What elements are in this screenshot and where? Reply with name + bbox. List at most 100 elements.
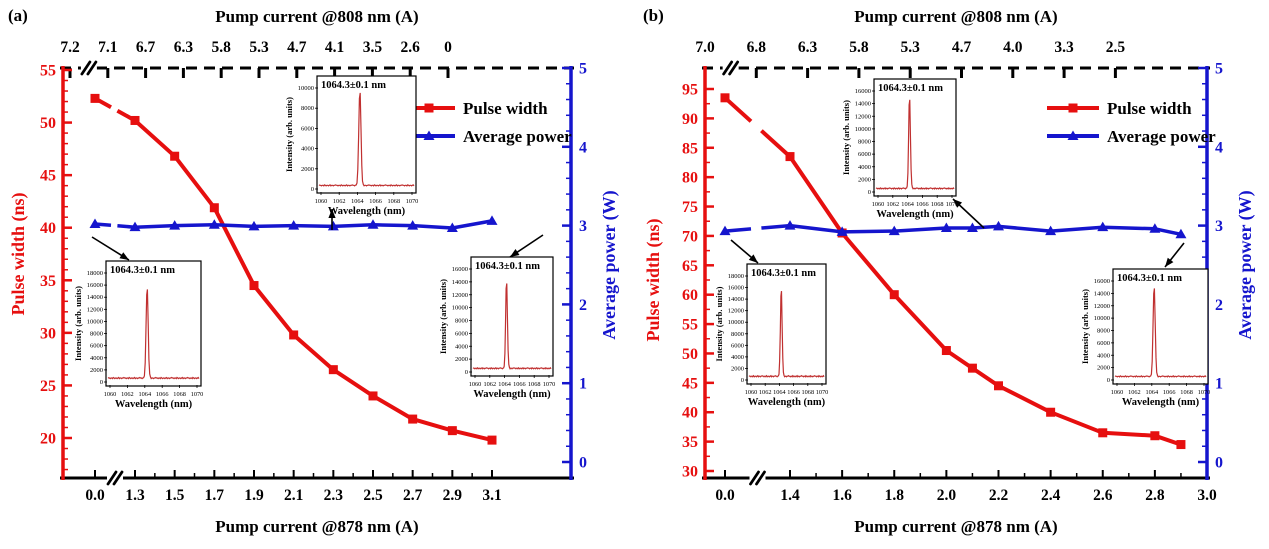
inset-x-axis-title: Wavelength (nm) [876, 209, 954, 220]
inset-x-tick-label: 1066 [156, 391, 169, 398]
axis-break-slash [722, 60, 734, 76]
bottom-axis-title: Pump current @878 nm (A) [215, 517, 418, 536]
triangle-marker [446, 222, 458, 232]
inset-x-tick-label: 1062 [333, 198, 346, 205]
inset-y-tick-label: 14000 [728, 296, 744, 303]
top-tick-label: 6.7 [136, 39, 156, 56]
bottom-tick-label: 2.7 [403, 487, 423, 504]
inset-y-axis-title: Intensity (arb. units) [438, 279, 448, 354]
series-average-power [89, 215, 498, 232]
triangle-marker [1149, 223, 1161, 233]
top-tick-label: 7.1 [98, 39, 117, 56]
bottom-axis: 0.0 1.4 1.6 1.8 2.0 2.2 2.4 2.6 2.8 3.0 Pump curre… [702, 470, 1217, 536]
inset-y-tick-label: 2000 [455, 356, 468, 363]
series-segment [724, 227, 752, 233]
inset-x-tick-label: 1068 [931, 201, 944, 208]
inset-x-tick-label: 1060 [315, 198, 328, 205]
top-axis-title: Pump current @808 nm (A) [215, 7, 418, 26]
bottom-tick-label: 2.9 [443, 487, 463, 504]
inset-x-tick-label: 1070 [406, 198, 419, 205]
square-marker [328, 365, 338, 375]
arrow-head [1165, 257, 1174, 267]
inset-y-tick-label: 4000 [858, 164, 871, 171]
square-marker [1150, 431, 1160, 441]
inset-y-tick-label: 10000 [298, 85, 314, 92]
inset-x-axis-title: Wavelength (nm) [115, 399, 193, 410]
inset-y-tick-label: 16000 [452, 266, 468, 273]
square-marker [785, 152, 795, 162]
axis-break-slash [112, 470, 124, 486]
axis-break-slash [749, 470, 760, 486]
inset-y-tick-label: 4000 [731, 354, 744, 361]
inset-x-tick-label: 1070 [543, 381, 556, 388]
inset-y-tick-label: 2000 [301, 166, 314, 173]
top-tick-label: 6.3 [798, 39, 818, 56]
left-tick-label: 30 [682, 464, 698, 481]
axis-break-slash [728, 60, 740, 76]
left-tick-label: 45 [40, 168, 56, 185]
legend-label: Average power [463, 127, 572, 146]
triangle-marker [940, 222, 952, 232]
legend-label: Pulse width [1107, 99, 1192, 118]
inset-x-tick-label: 1068 [173, 391, 186, 398]
triangle-marker [719, 225, 731, 236]
inset-x-tick-label: 1068 [528, 381, 541, 388]
spectrum-peak-curve [472, 283, 552, 370]
top-tick-label: 5.3 [901, 39, 921, 56]
triangle-marker [966, 222, 978, 232]
bottom-tick-label: 1.4 [780, 487, 800, 504]
bottom-axis-title: Pump current @878 nm (A) [854, 517, 1057, 536]
bottom-tick-label: 0.0 [715, 487, 735, 504]
inset-y-tick-label: 4000 [90, 355, 103, 362]
legend-label: Average power [1107, 127, 1216, 146]
right-tick-label: 5 [1215, 61, 1223, 78]
inset-y-tick-label: 8000 [90, 331, 103, 338]
bottom-tick-label: 2.6 [1093, 487, 1113, 504]
inset-y-tick-label: 8000 [858, 139, 871, 146]
top-tick-label: 4.7 [952, 39, 972, 56]
inset-x-tick-label: 1066 [787, 389, 800, 396]
inset-y-tick-label: 2000 [1097, 365, 1110, 372]
left-tick-label: 85 [682, 140, 698, 157]
inset-y-tick-label: 8000 [731, 331, 744, 338]
square-marker [1046, 407, 1056, 417]
inset-x-tick-label: 1068 [802, 389, 815, 396]
inset-y-tick-label: 6000 [301, 125, 314, 132]
bottom-tick-label: 1.9 [244, 487, 264, 504]
inset-x-tick-label: 1064 [139, 391, 152, 398]
spectrum-inset: 0 2000 4000 6000 8000 10000 12000 14000 16000 180… [714, 263, 828, 408]
inset-y-tick-label: 18000 [728, 273, 744, 280]
right-tick-label: 2 [1215, 297, 1223, 314]
inset-y-tick-label: 0 [311, 186, 314, 193]
inset-y-tick-label: 10000 [855, 126, 871, 133]
spectrum-peak-curve [748, 291, 825, 378]
axis-break-slash [80, 60, 92, 76]
inset-y-tick-label: 4000 [301, 146, 314, 153]
inset-y-tick-label: 6000 [1097, 340, 1110, 347]
inset-x-axis-title: Wavelength (nm) [748, 397, 826, 408]
inset-x-axis-title: Wavelength (nm) [1122, 397, 1200, 408]
bottom-tick-label: 2.5 [363, 487, 383, 504]
triangle-marker [169, 220, 181, 230]
left-tick-label: 35 [40, 273, 56, 290]
bottom-tick-label: 3.1 [482, 487, 501, 504]
inset-frame [873, 78, 957, 197]
left-tick-label: 65 [682, 258, 698, 275]
inset-wavelength-annotation: 1064.3±0.1 nm [1117, 273, 1182, 284]
right-tick-label: 3 [1215, 218, 1223, 235]
triangle-marker [288, 220, 300, 230]
left-tick-label: 30 [40, 325, 56, 342]
inset-x-axis-title: Wavelength (nm) [473, 389, 551, 400]
right-tick-label: 0 [1215, 455, 1223, 472]
inset-y-tick-label: 8000 [301, 105, 314, 112]
arrow-head [510, 249, 520, 257]
spectrum-peak-curve [107, 289, 200, 380]
legend: Pulse width Average power [403, 99, 572, 146]
bottom-tick-label: 0.0 [85, 487, 105, 504]
bottom-tick-label: 2.1 [284, 487, 303, 504]
inset-x-tick-label: 1070 [191, 391, 204, 398]
bottom-tick-label: 2.2 [989, 487, 1009, 504]
inset-y-tick-label: 18000 [87, 270, 103, 277]
axis-break-slash [755, 470, 766, 486]
inset-wavelength-annotation: 1064.3±0.1 nm [878, 83, 943, 94]
